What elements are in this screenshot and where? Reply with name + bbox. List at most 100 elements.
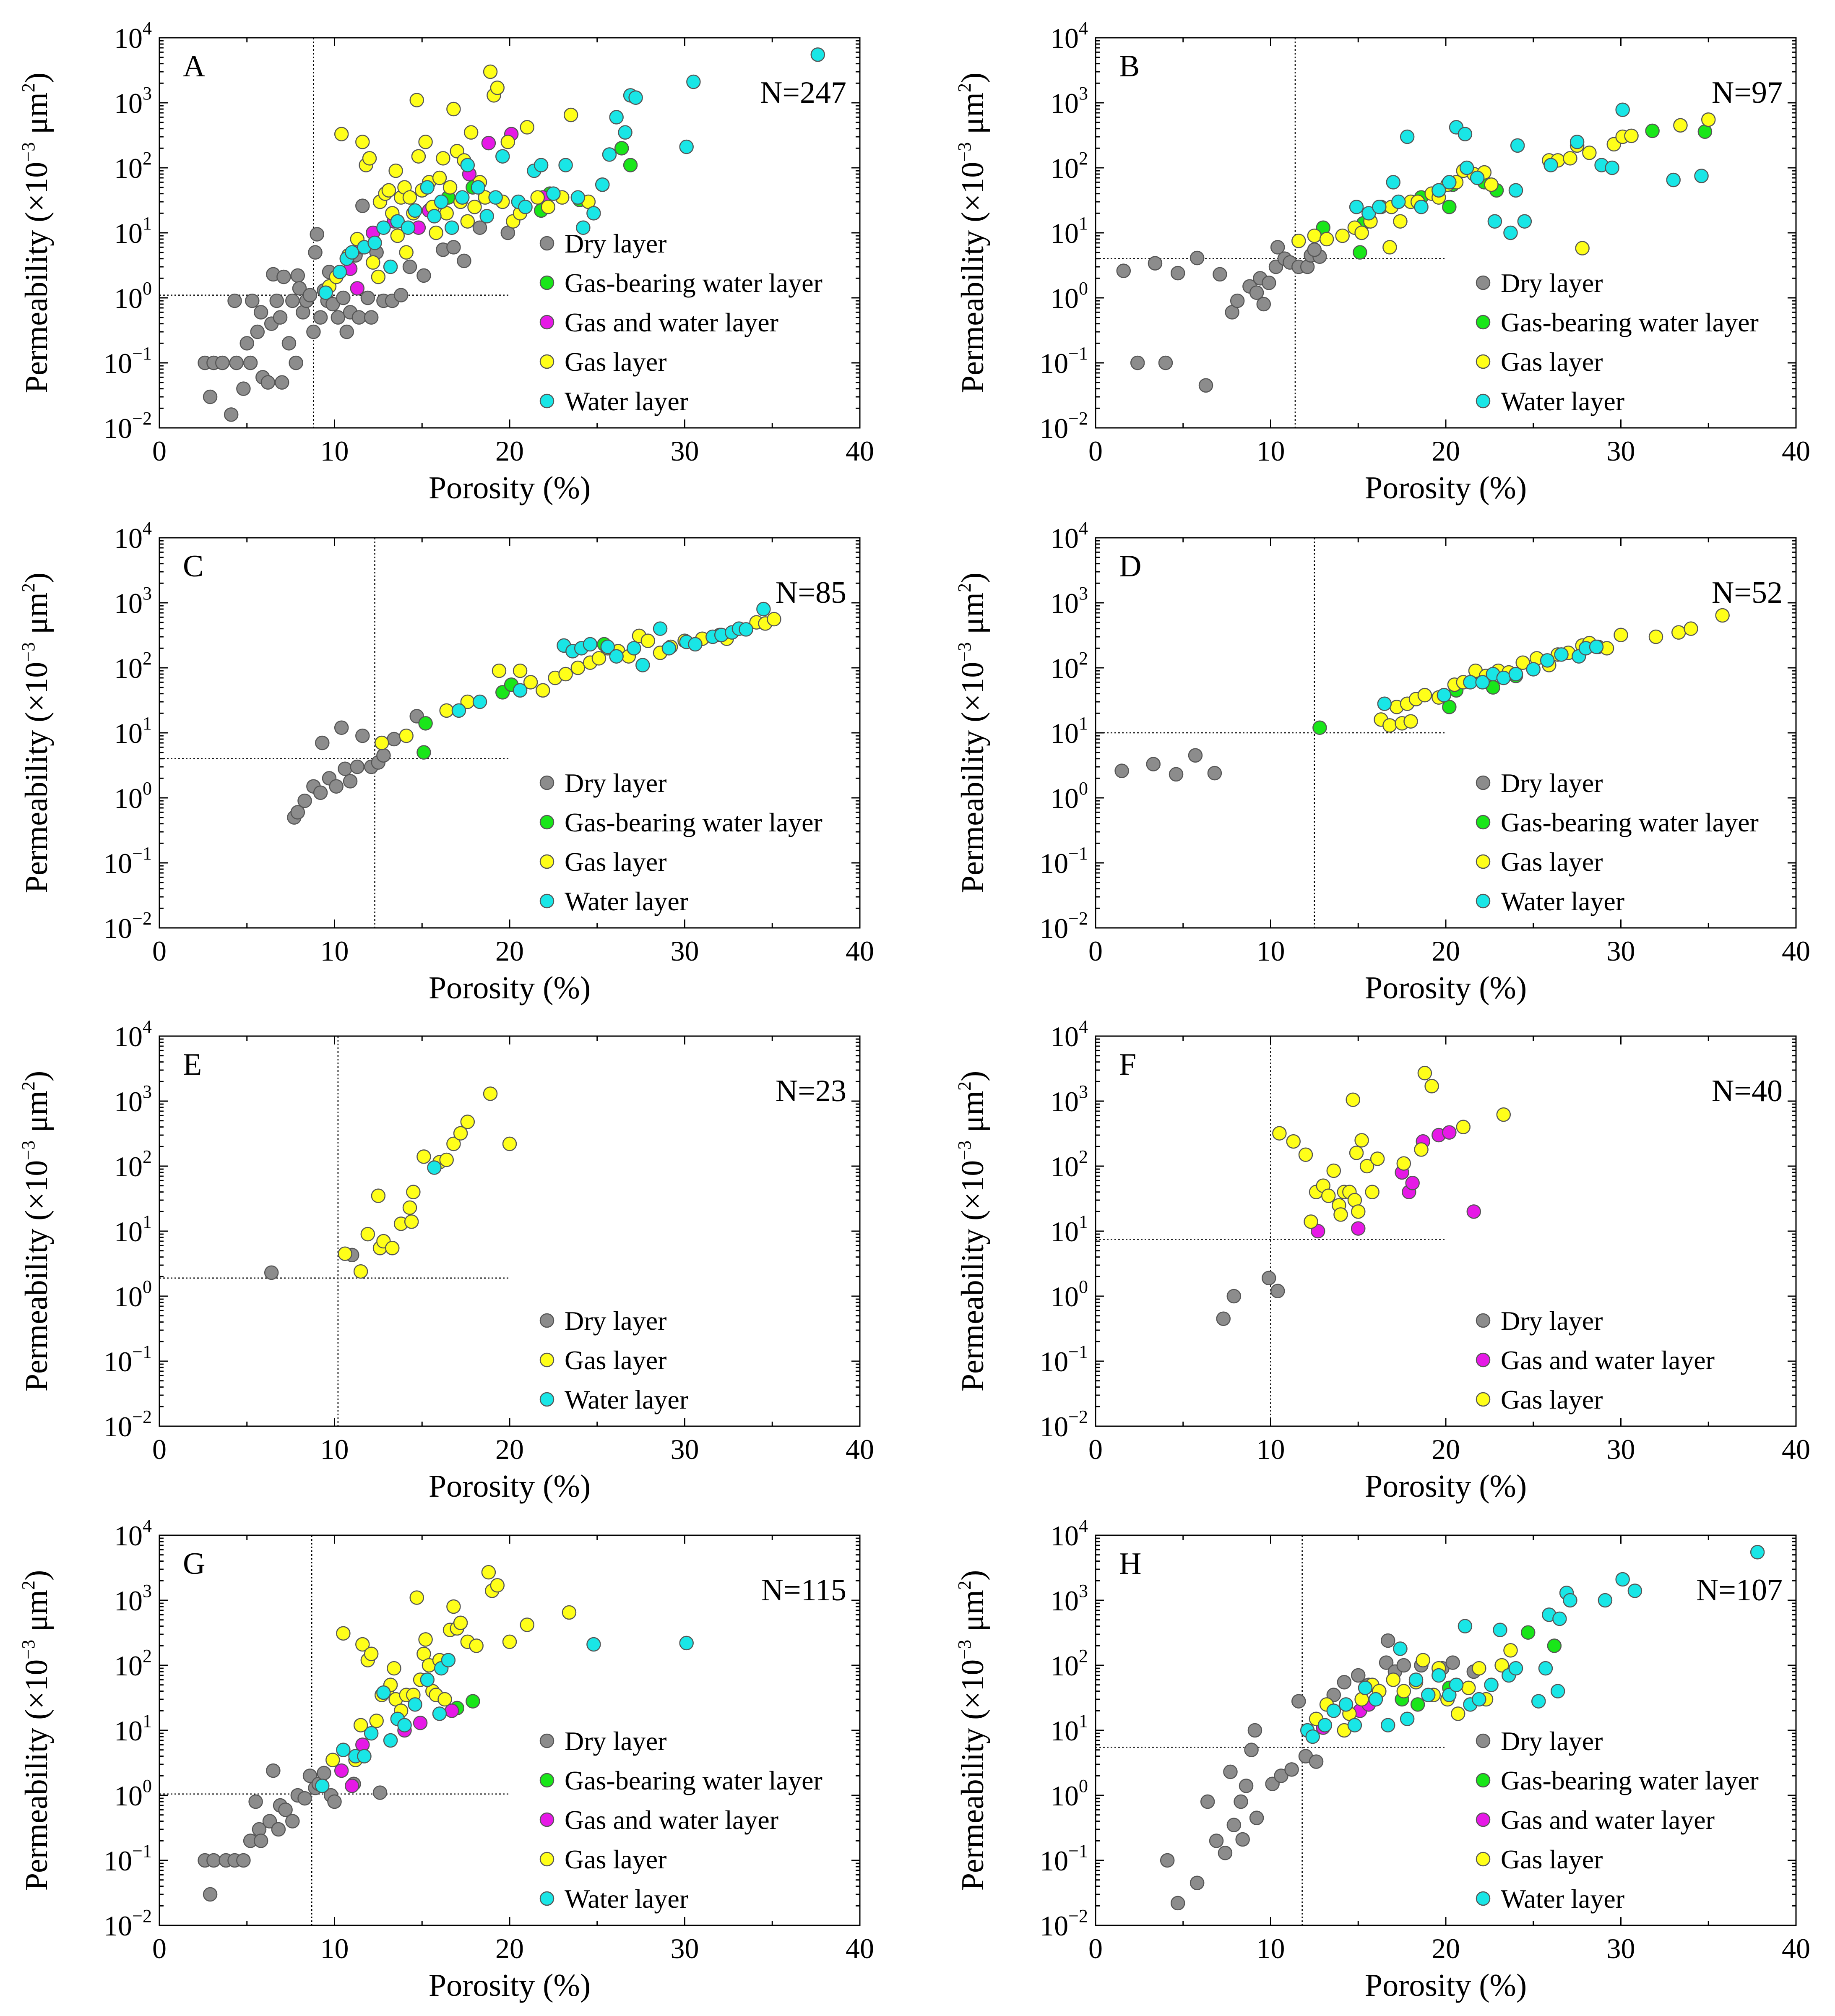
data-point [339,324,354,339]
data-point [1508,667,1523,682]
data-point [472,220,487,235]
data-point [397,1718,412,1732]
y-axis-label: Permeability (×10−3 μm2) [954,1071,990,1392]
data-point [297,1791,312,1806]
legend-label: Water layer [565,886,688,916]
data-point [1531,1694,1546,1709]
data-point [1189,250,1205,266]
data-point [318,285,333,300]
data-point [490,1578,505,1593]
y-tick-label: 10−2 [104,908,152,944]
y-tick-label: 10−2 [1040,1906,1088,1942]
x-axis-label: Porosity (%) [1365,1968,1527,2003]
y-axis-label: Permeability (×10−3 μm2) [954,573,990,893]
panel-E: 0 10 20 30 40 10−2 10−1 100 101 102 103 104 Porosity… [18,1016,874,1504]
y-tick-label: 104 [114,18,152,54]
data-point [388,163,403,178]
data-point [351,310,367,325]
data-point [1563,1593,1577,1608]
y-tick-label: 101 [114,713,152,749]
data-point [206,1853,221,1868]
sample-count: N=85 [776,576,846,610]
y-tick-label: 102 [1050,148,1088,184]
data-point [446,1136,461,1151]
x-tick-label: 30 [1607,435,1635,467]
y-tick-label: 102 [114,148,152,184]
x-tick-label: 0 [1088,1933,1103,1964]
data-point [534,158,549,172]
data-point [437,1692,452,1707]
x-tick-label: 0 [1088,435,1103,467]
data-point [1346,1092,1360,1107]
legend-marker [539,236,554,251]
y-axis-label: Permeability (×10−3 μm2) [18,73,54,393]
x-tick-label: 10 [320,1933,349,1964]
data-point [297,793,312,808]
data-point [467,200,482,214]
data-point [334,127,349,141]
y-axis-label: Permeability (×10−3 μm2) [954,73,990,393]
data-point [1400,129,1415,144]
data-point [1198,378,1213,393]
data-point [623,158,638,172]
data-point [640,633,656,648]
panel-tag: D [1119,549,1141,583]
y-tick-label: 104 [114,1016,152,1052]
data-point [558,667,573,682]
data-point [1503,225,1518,240]
x-tick-label: 20 [495,1433,524,1465]
data-point [1627,1584,1642,1598]
data-point [1262,1271,1276,1286]
data-point [1116,263,1131,278]
legend-marker [539,393,554,409]
data-point [1484,1677,1499,1692]
data-point [576,220,591,235]
data-point [203,1887,218,1902]
y-tick-label: 101 [1050,1211,1088,1248]
y-tick-label: 103 [1050,83,1088,119]
y-tick-label: 103 [1050,583,1088,619]
panel-tag: H [1119,1547,1141,1581]
data-point [595,177,610,192]
data-point [446,102,461,117]
data-point [1432,183,1446,198]
data-point [371,1188,386,1203]
x-tick-label: 30 [1607,1433,1635,1465]
legend-label: Gas and water layer [565,1805,778,1835]
data-point [1442,1125,1457,1140]
legend-marker [1476,854,1491,869]
data-point [661,641,677,656]
data-point [353,1718,368,1732]
data-point [1235,1832,1250,1847]
data-point [332,265,347,279]
data-point [1218,1846,1233,1860]
y-tick-label: 103 [1050,1581,1088,1617]
data-point [276,269,291,284]
data-point [427,1160,442,1175]
legend-marker [539,1891,554,1906]
x-tick-label: 30 [671,1933,699,1964]
data-point [364,310,379,325]
data-point [253,305,268,320]
data-point [1359,1159,1374,1174]
data-point [1400,1711,1415,1726]
data-point [1351,1204,1366,1219]
data-point [1393,1641,1408,1656]
legend-marker [539,1352,554,1367]
data-point [1684,621,1698,636]
data-point [1326,1703,1341,1718]
legend-marker [1476,1392,1491,1407]
x-tick-label: 10 [320,435,349,467]
data-point [460,1115,475,1129]
data-point [1493,1623,1507,1637]
y-tick-label: 10−1 [104,843,152,879]
data-point [481,1565,496,1580]
data-point [453,1126,468,1141]
plot-frame [159,537,861,929]
data-point [1475,675,1490,690]
data-point [1249,285,1264,300]
legend-marker [1476,1773,1491,1788]
y-tick-label: 100 [114,1276,152,1313]
data-point [1701,112,1716,127]
y-tick-label: 101 [1050,1711,1088,1747]
